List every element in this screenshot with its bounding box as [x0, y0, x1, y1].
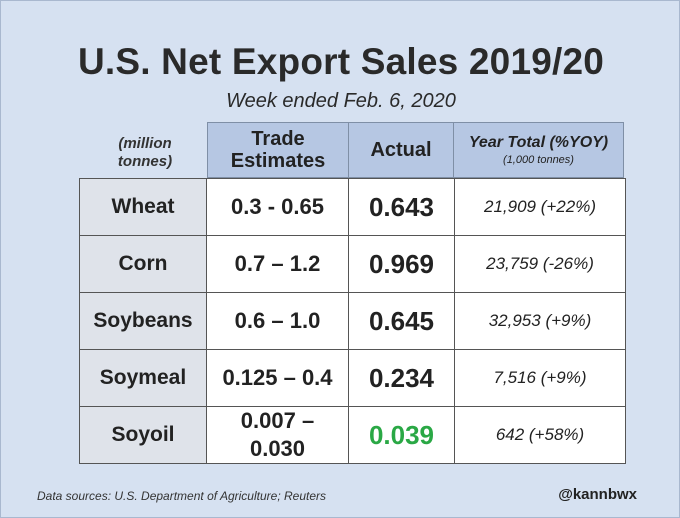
header-year-total: Year Total (%YOY) (1,000 tonnes) — [453, 122, 624, 178]
table-body: Wheat 0.3 - 0.65 0.643 21,909 (+22%) Corn 0.7… — [79, 178, 626, 464]
table-row: Corn 0.7 – 1.2 0.969 23,759 (-26%) — [79, 235, 626, 293]
header-actual-label: Actual — [370, 138, 432, 161]
table-row: Wheat 0.3 - 0.65 0.643 21,909 (+22%) — [79, 178, 626, 236]
actual-cell: 0.039 — [348, 406, 455, 464]
commodity-cell: Soybeans — [79, 292, 207, 350]
unit-note-line: (million — [118, 135, 172, 152]
actual-cell: 0.645 — [348, 292, 455, 350]
actual-cell: 0.643 — [348, 178, 455, 236]
chart-title: U.S. Net Export Sales 2019/20 — [77, 41, 605, 82]
trade-estimate-cell: 0.7 – 1.2 — [206, 235, 349, 293]
year-total-cell: 21,909 (+22%) — [454, 178, 626, 236]
header-trade-line: Trade — [251, 128, 305, 150]
year-total-cell: 23,759 (-26%) — [454, 235, 626, 293]
data-source-note: Data sources: U.S. Department of Agricul… — [37, 489, 327, 503]
trade-estimate-line: 0.030 — [249, 436, 306, 461]
trade-estimate-cell: 0.3 - 0.65 — [206, 178, 349, 236]
export-sales-table: Wheat 0.3 - 0.65 0.643 21,909 (+22%) Corn 0.7… — [79, 178, 626, 464]
table-row: Soyoil 0.007 – 0.030 0.039 642 (+58%) — [79, 406, 626, 464]
header-trade-estimates: Trade Estimates — [207, 122, 349, 178]
table-row: Soybeans 0.6 – 1.0 0.645 32,953 (+9%) — [79, 292, 626, 350]
table-row: Soymeal 0.125 – 0.4 0.234 7,516 (+9%) — [79, 349, 626, 407]
trade-estimate-cell: 0.007 – 0.030 — [206, 406, 349, 464]
trade-estimate-cell: 0.6 – 1.0 — [206, 292, 349, 350]
trade-estimate-line: 0.6 – 1.0 — [234, 308, 321, 333]
actual-cell: 0.969 — [348, 235, 455, 293]
trade-estimate-line: 0.3 - 0.65 — [231, 194, 324, 219]
header-year-total-unit: (1,000 tonnes) — [503, 154, 574, 166]
commodity-cell: Soymeal — [79, 349, 207, 407]
year-total-cell: 7,516 (+9%) — [454, 349, 626, 407]
trade-estimate-line: 0.7 – 1.2 — [234, 251, 321, 276]
unit-note: (million tonnes) — [81, 135, 209, 171]
header-year-total-label: Year Total (%YOY) — [468, 134, 609, 151]
commodity-cell: Soyoil — [79, 406, 207, 464]
trade-estimate-cell: 0.125 – 0.4 — [206, 349, 349, 407]
actual-cell: 0.234 — [348, 349, 455, 407]
header-trade-line: Estimates — [230, 150, 326, 172]
commodity-cell: Corn — [79, 235, 207, 293]
trade-estimate-line: 0.125 – 0.4 — [222, 365, 333, 390]
header-actual: Actual — [348, 122, 454, 178]
unit-note-line: tonnes) — [117, 153, 173, 170]
author-handle: @kannbwx — [558, 486, 637, 503]
year-total-cell: 642 (+58%) — [454, 406, 626, 464]
chart-subtitle: Week ended Feb. 6, 2020 — [226, 90, 456, 112]
year-total-cell: 32,953 (+9%) — [454, 292, 626, 350]
trade-estimate-line: 0.007 – — [240, 408, 315, 433]
commodity-cell: Wheat — [79, 178, 207, 236]
